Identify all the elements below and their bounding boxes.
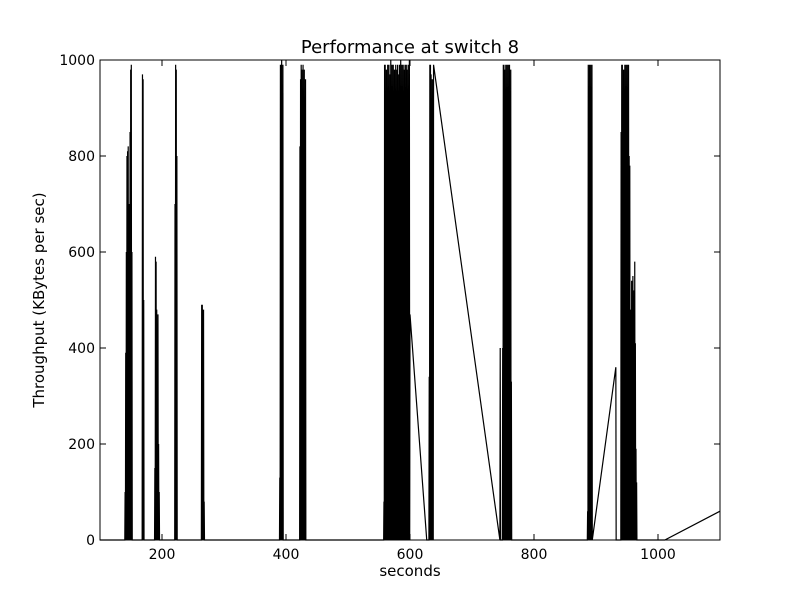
axis-tick-labels: 200 400 600 800 1000 0 200 400 600 800 1000 bbox=[59, 53, 675, 563]
y-axis-label: Throughput (KBytes per sec) bbox=[30, 192, 48, 408]
x-tick-label-200: 200 bbox=[149, 547, 176, 563]
x-tick-label-800: 800 bbox=[521, 547, 548, 563]
x-tick-label-400: 400 bbox=[273, 547, 300, 563]
y-tick-label-600: 600 bbox=[68, 245, 95, 261]
y-tick-label-800: 800 bbox=[68, 149, 95, 165]
chart-title: Performance at switch 8 bbox=[301, 37, 519, 58]
y-tick-label-1000: 1000 bbox=[59, 53, 95, 69]
x-tick-label-600: 600 bbox=[397, 547, 424, 563]
x-tick-label-1000: 1000 bbox=[640, 547, 676, 563]
y-tick-label-400: 400 bbox=[68, 341, 95, 357]
x-axis-label: seconds bbox=[379, 562, 440, 580]
y-tick-label-0: 0 bbox=[86, 533, 95, 549]
plot-frame bbox=[99, 59, 721, 541]
y-tick-label-200: 200 bbox=[68, 437, 95, 453]
